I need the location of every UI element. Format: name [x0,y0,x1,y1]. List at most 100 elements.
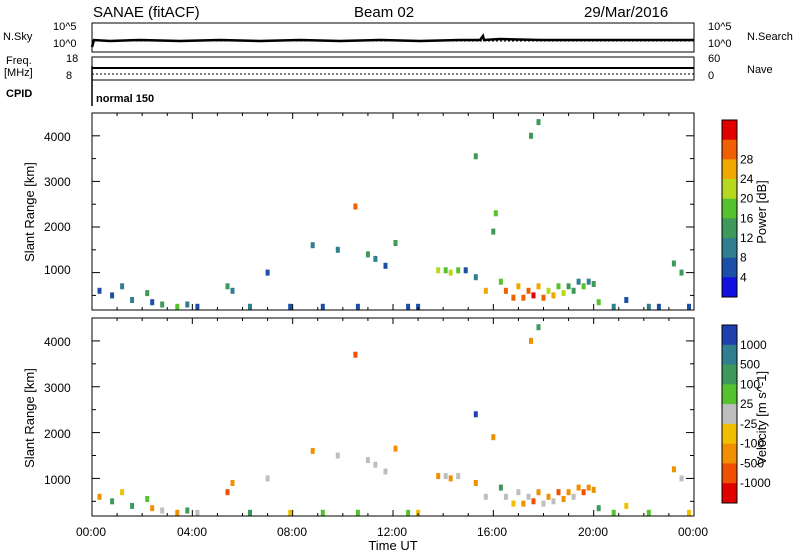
xtick-1: 04:00 [177,525,208,539]
power-cell [521,294,526,301]
power-cbar-swatch [722,120,737,141]
vel-cell [393,445,398,452]
power-cell [546,287,551,294]
power-cell [576,278,581,285]
vel-cell [248,509,252,516]
power-cell [586,278,591,285]
power-cbar-swatch [722,257,737,278]
power-cell [498,278,503,285]
freq-unit: [MHz] [4,67,33,79]
power-cell [541,294,546,301]
vel-cbar-swatch [722,443,737,464]
vel-cell [498,484,503,491]
vel-cell [591,486,596,493]
power-cell [335,246,340,253]
vel-cell [646,509,651,516]
power-colorbar: 4 8 12 16 20 24 28 [721,119,754,298]
power-ytick-4000: 4000 [44,130,71,144]
power-cell [365,251,370,258]
vel-cbar-swatch [722,483,737,504]
noise-panel-frame [91,22,695,53]
vel-cell [265,475,270,482]
power-cbar-swatch [722,218,737,239]
cpid-label: CPID [6,88,33,100]
velocity-ytick-3000: 3000 [44,381,71,395]
xtick-2: 08:00 [277,525,308,539]
power-cell [491,228,496,235]
power-cbar-tick: 8 [740,251,747,265]
power-cbar-tick: 24 [740,172,754,186]
vel-cell [150,505,155,512]
nsky-label: N.Sky [3,31,33,43]
power-cell [320,303,325,310]
vel-cell [145,496,150,502]
vel-cell [416,509,421,516]
power-cell [624,297,629,303]
freq-panel [91,56,695,106]
power-cell [310,242,315,249]
power-cell [536,283,541,290]
xtick-6: 00:00 [678,525,709,539]
power-cell [406,303,411,310]
vel-cbar-frame [721,324,738,504]
vel-cell [546,493,551,500]
vel-cell [611,509,616,516]
vel-cell [551,498,556,505]
xaxis-label: Time UT [368,538,417,553]
vel-cbar-tick: 500 [740,358,760,372]
vel-cell [526,493,531,500]
power-cbar-tick: 20 [740,192,754,206]
power-cbar-tick: 4 [740,270,747,284]
vel-cell [624,502,629,509]
power-cbar-tick: 12 [740,231,754,245]
vel-cell [365,457,370,464]
vel-cell [473,480,478,486]
power-cell [97,287,102,294]
vel-cell [473,411,478,418]
vel-cell [671,466,676,473]
vel-cell [687,509,691,516]
power-cell [110,292,115,299]
vel-cbar-tick: -25 [740,417,758,431]
vel-cell [566,489,571,496]
power-cell [463,267,468,274]
vel-cell [185,507,190,514]
velocity-ytick-2000: 2000 [44,427,71,441]
velocity-colorbar: 1000 500 100 25 -25 -100 -500 -1000 [721,324,771,504]
power-cell [566,283,571,290]
vel-cell [531,498,536,505]
beam-title: Beam 02 [354,4,415,21]
vel-cell [335,452,340,459]
vel-cbar-swatch [722,344,737,366]
vel-cbar-swatch [722,463,737,484]
power-cell [473,274,478,281]
power-cell [556,283,561,290]
vel-cell [230,480,235,486]
vel-cell [596,505,601,512]
power-cell [120,283,125,290]
power-cell [596,299,601,306]
power-cell [145,290,150,297]
vel-cell [120,489,125,496]
velocity-panel-frame [91,317,695,517]
power-cell [195,303,200,310]
freq-tick-top: 18 [66,53,79,65]
vel-cbar-swatch [722,364,737,385]
power-cell [503,287,508,294]
vel-cell [529,337,533,344]
power-cbar-label: Power [dB] [754,180,769,244]
velocity-cbar-label: Velocity [m s^-1] [754,371,769,465]
vel-cell [225,489,230,496]
vel-cell [503,493,508,500]
power-cell [679,269,684,276]
xtick-4: 16:00 [477,525,508,539]
noise-tick-left-top: 10^5 [53,21,77,33]
power-cell [529,132,533,139]
power-cell [611,303,616,310]
velocity-ylabel: Slant Range [km] [22,368,37,468]
power-cell [150,299,155,306]
vel-cell [456,473,461,480]
power-cell [516,283,521,290]
vel-cell [516,489,521,496]
vel-cell [511,500,516,507]
